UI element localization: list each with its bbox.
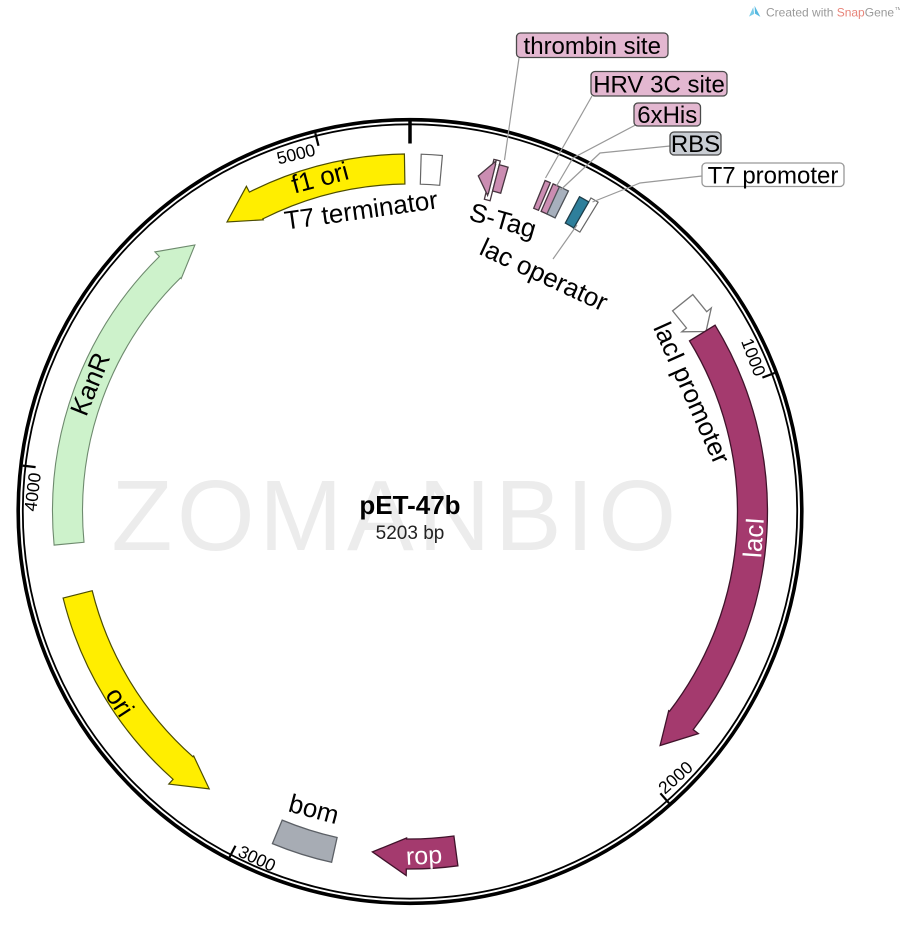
svg-text:Created with SnapGene™: Created with SnapGene™ [766, 6, 900, 20]
svg-text:HRV 3C site: HRV 3C site [593, 71, 725, 98]
svg-text:rop: rop [405, 841, 443, 871]
svg-text:6xHis: 6xHis [637, 102, 697, 129]
svg-text:RBS: RBS [671, 131, 720, 158]
svg-text:4000: 4000 [20, 471, 45, 512]
svg-text:lacI: lacI [737, 516, 770, 558]
svg-text:5203 bp: 5203 bp [376, 523, 445, 544]
svg-text:pET-47b: pET-47b [359, 490, 460, 520]
svg-text:thrombin site: thrombin site [524, 33, 661, 60]
svg-text:T7 promoter: T7 promoter [708, 162, 839, 189]
svg-text:ZOMANBIO: ZOMANBIO [111, 460, 680, 572]
